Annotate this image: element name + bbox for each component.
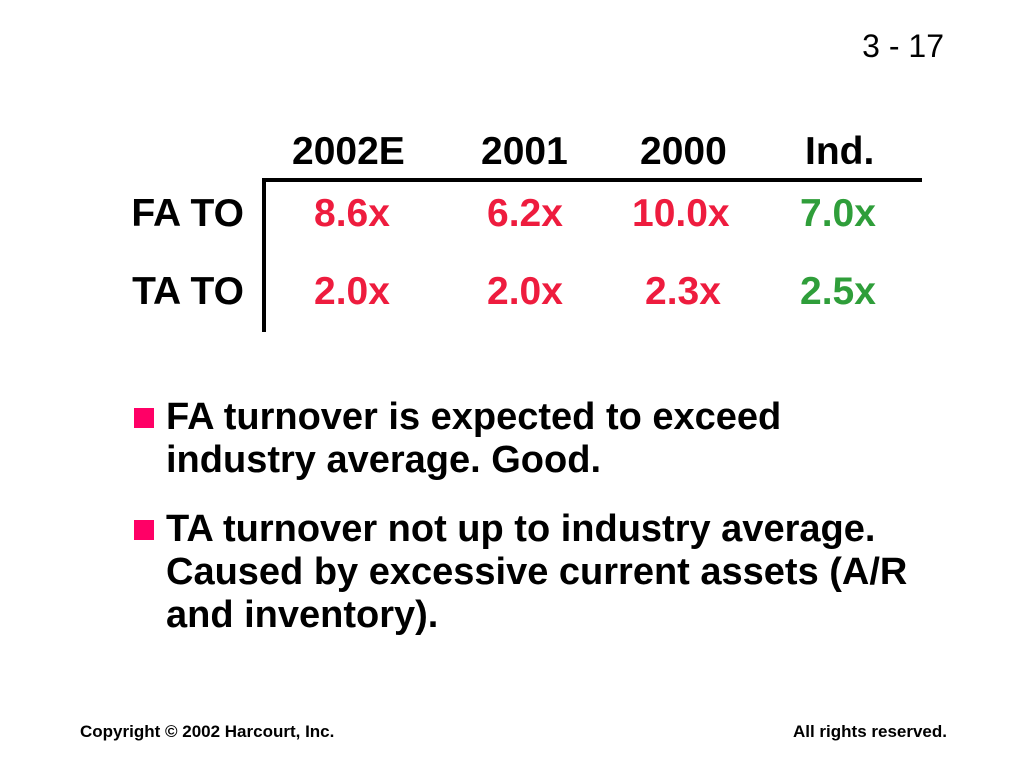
square-bullet-icon bbox=[134, 408, 154, 428]
table-cell: 8.6x bbox=[314, 192, 390, 236]
table-cell: 2.3x bbox=[645, 270, 721, 314]
table-header-divider bbox=[262, 178, 922, 182]
table-cell: 6.2x bbox=[487, 192, 563, 236]
column-header-2001: 2001 bbox=[481, 130, 568, 174]
column-header-2000: 2000 bbox=[640, 130, 727, 174]
bullet-item: TA turnover not up to industry average. … bbox=[132, 508, 932, 637]
column-header-2002e: 2002E bbox=[292, 130, 405, 174]
bullet-item: FA turnover is expected to exceed indust… bbox=[132, 396, 932, 482]
table-cell: 2.0x bbox=[487, 270, 563, 314]
bullet-text: TA turnover not up to industry average. … bbox=[166, 508, 907, 636]
row-label-fa-to: FA TO bbox=[131, 192, 244, 236]
bullet-text: FA turnover is expected to exceed indust… bbox=[166, 396, 781, 481]
table-cell: 7.0x bbox=[800, 192, 876, 236]
footer-rights: All rights reserved. bbox=[793, 722, 947, 742]
slide-number: 3 - 17 bbox=[862, 28, 944, 65]
row-label-ta-to: TA TO bbox=[132, 270, 244, 314]
square-bullet-icon bbox=[134, 520, 154, 540]
bullet-list: FA turnover is expected to exceed indust… bbox=[132, 396, 932, 663]
column-header-industry: Ind. bbox=[805, 130, 874, 174]
table-label-divider bbox=[262, 178, 266, 332]
table-cell: 10.0x bbox=[632, 192, 730, 236]
table-cell: 2.0x bbox=[314, 270, 390, 314]
footer-copyright: Copyright © 2002 Harcourt, Inc. bbox=[80, 722, 334, 742]
table-cell: 2.5x bbox=[800, 270, 876, 314]
